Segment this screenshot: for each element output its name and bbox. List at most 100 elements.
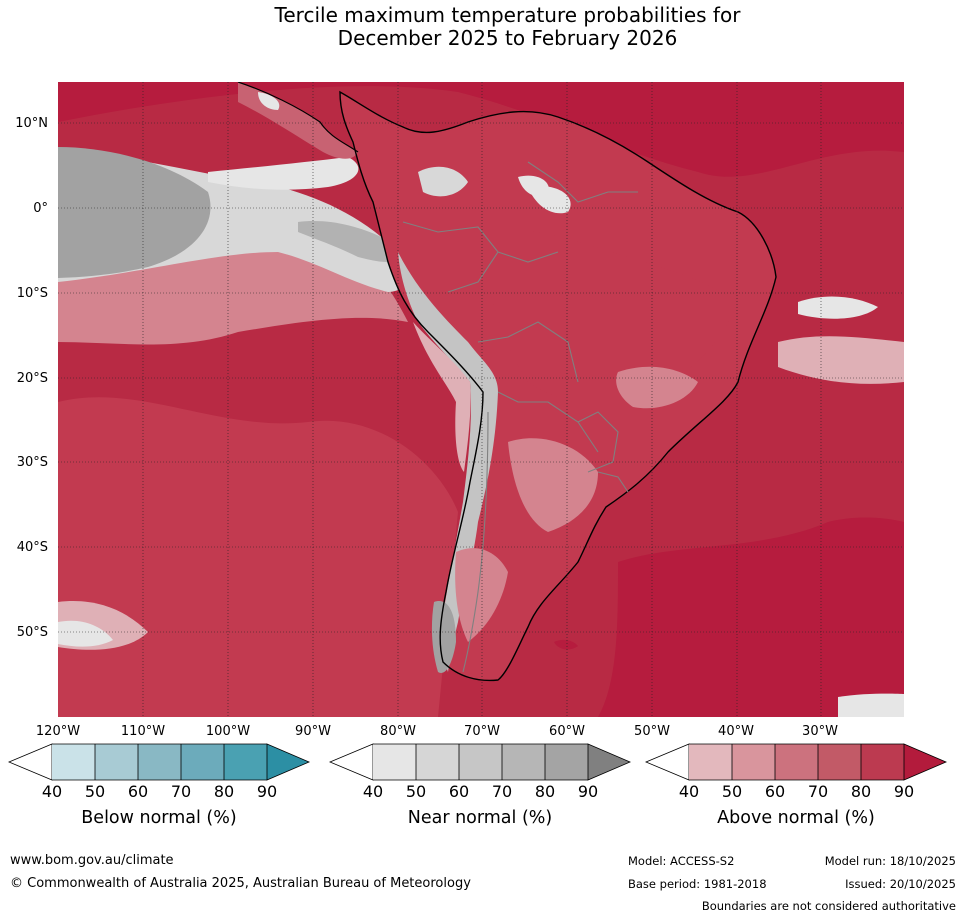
region-above-90-southatlantic: [598, 517, 904, 717]
colorbar-near-bin-5: [545, 744, 588, 780]
colorbar-below-tick-90: 90: [256, 782, 278, 801]
colorbar-below-dividers: [52, 743, 267, 781]
colorbar-above-bin-3: [775, 744, 818, 780]
lat-label-10n: 10°N: [15, 116, 48, 131]
lon-label-50w: 50°W: [634, 724, 670, 739]
lon-label-30w: 30°W: [802, 724, 838, 739]
border-chile-argentina: [462, 411, 489, 673]
region-above-80-southpacific: [58, 397, 458, 717]
country-borders: [402, 161, 638, 673]
colorbar-near-dividers: [373, 743, 588, 781]
colorbar-below-normal: [8, 743, 310, 781]
region-near-60-andes: [398, 252, 498, 672]
lon-label-80w: 80°W: [380, 724, 416, 739]
colorbar-above-tick-60: 60: [764, 782, 786, 801]
colorbar-near-tick-60: 60: [448, 782, 470, 801]
colorbar-below-bin-5: [224, 744, 267, 780]
lon-label-120w: 120°W: [35, 724, 81, 739]
colorbar-above-bin-2: [732, 744, 775, 780]
colorbar-above-under: [645, 743, 690, 781]
region-near-40-atlantic: [798, 296, 878, 319]
colorbar-above-tick-90: 90: [893, 782, 915, 801]
colorbar-near-tick-90: 90: [577, 782, 599, 801]
lon-label-110w: 110°W: [120, 724, 166, 739]
colorbar-above-title: Above normal (%): [717, 808, 875, 828]
lat-label-20s: 20°S: [16, 371, 48, 386]
colorbar-above-bin-4: [818, 744, 861, 780]
colorbar-below-tick-50: 50: [84, 782, 106, 801]
colorbar-below-tick-70: 70: [170, 782, 192, 801]
lat-label-50s: 50°S: [16, 625, 48, 640]
colorbar-near-tick-70: 70: [491, 782, 513, 801]
colorbar-below-under: [8, 743, 53, 781]
region-above-90-north: [58, 82, 904, 177]
border-colombia: [402, 221, 499, 253]
lon-label-90w: 90°W: [295, 724, 331, 739]
region-above-50-chile-coast: [413, 322, 471, 472]
colorbar-near-title: Near normal (%): [407, 808, 553, 828]
footer-model: Model: ACCESS-S2: [628, 854, 735, 868]
falkland-islands: [554, 639, 578, 650]
border-argentina-north: [497, 391, 599, 453]
colorbar-above-tick-40: 40: [678, 782, 700, 801]
footer-website-link[interactable]: www.bom.gov.au/climate: [10, 853, 174, 868]
colorbar-above-dividers: [689, 743, 904, 781]
colorbar-below-bin-2: [95, 744, 138, 780]
lon-label-100w: 100°W: [205, 724, 251, 739]
lat-label-30s: 30°S: [16, 455, 48, 470]
map-title-line-2: December 2025 to February 2026: [337, 26, 678, 50]
region-near-40-southwest: [58, 620, 113, 647]
colorbar-below-tick-80: 80: [213, 782, 235, 801]
probability-map: [58, 82, 904, 717]
colorbar-above-over: [903, 743, 947, 781]
colorbar-above-tick-70: 70: [807, 782, 829, 801]
colorbar-near-bin-4: [502, 744, 545, 780]
colorbar-below-over: [266, 743, 310, 781]
map-title: Tercile maximum temperature probabilitie…: [0, 4, 965, 50]
colorbar-near-tick-50: 50: [405, 782, 427, 801]
colorbar-below-tick-40: 40: [41, 782, 63, 801]
region-above-60-patagonia: [455, 548, 508, 642]
lat-label-0: 0°: [33, 201, 48, 216]
footer-disclaimer: Boundaries are not considered authoritat…: [701, 899, 956, 913]
colorbar-near-normal: [329, 743, 631, 781]
colorbar-above-tick-50: 50: [721, 782, 743, 801]
region-near-40-pacific-band: [208, 157, 359, 190]
colorbar-below-bin-4: [181, 744, 224, 780]
colorbar-near-under: [329, 743, 374, 781]
region-near-70-galapagos: [298, 221, 408, 262]
colorbar-near-over: [587, 743, 631, 781]
region-above-80-interior: [478, 229, 738, 406]
south-america-coastline: [339, 90, 777, 682]
colorbar-near-tick-80: 80: [534, 782, 556, 801]
colorbar-below-title: Below normal (%): [81, 808, 237, 828]
region-above-60-pampas: [508, 438, 598, 532]
border-uruguay: [597, 471, 629, 493]
colorbar-near-bin-2: [416, 744, 459, 780]
colorbar-below-bin-1: [52, 744, 95, 780]
colorbar-near-bin-3: [459, 744, 502, 780]
colorbar-above-normal: [645, 743, 947, 781]
footer-issued: Issued: 20/10/2025: [845, 877, 956, 891]
region-near-80-equatorial: [58, 147, 211, 278]
colorbar-near-bin-1: [373, 744, 416, 780]
colorbar-above-bin-5: [861, 744, 904, 780]
central-america-coastline: [237, 82, 359, 153]
border-peru-brazil: [447, 251, 559, 293]
region-near-40-southeast: [838, 693, 904, 717]
colorbar-near-tick-40: 40: [362, 782, 384, 801]
footer-base-period: Base period: 1981-2018: [628, 877, 767, 891]
lat-label-40s: 40°S: [16, 540, 48, 555]
region-near-50-colombia: [418, 166, 468, 197]
lon-label-40w: 40°W: [718, 724, 754, 739]
border-paraguay: [577, 411, 619, 473]
footer-copyright: © Commonwealth of Australia 2025, Austra…: [10, 876, 471, 891]
region-above-60-brazil: [616, 366, 698, 409]
lat-label-10s: 10°S: [16, 286, 48, 301]
colorbar-below-bin-3: [138, 744, 181, 780]
footer-model-run: Model run: 18/10/2025: [824, 854, 956, 868]
region-near-40-central-america: [258, 92, 280, 110]
lon-label-60w: 60°W: [549, 724, 585, 739]
border-bolivia: [477, 321, 579, 383]
border-venezuela-guianas: [527, 161, 638, 203]
